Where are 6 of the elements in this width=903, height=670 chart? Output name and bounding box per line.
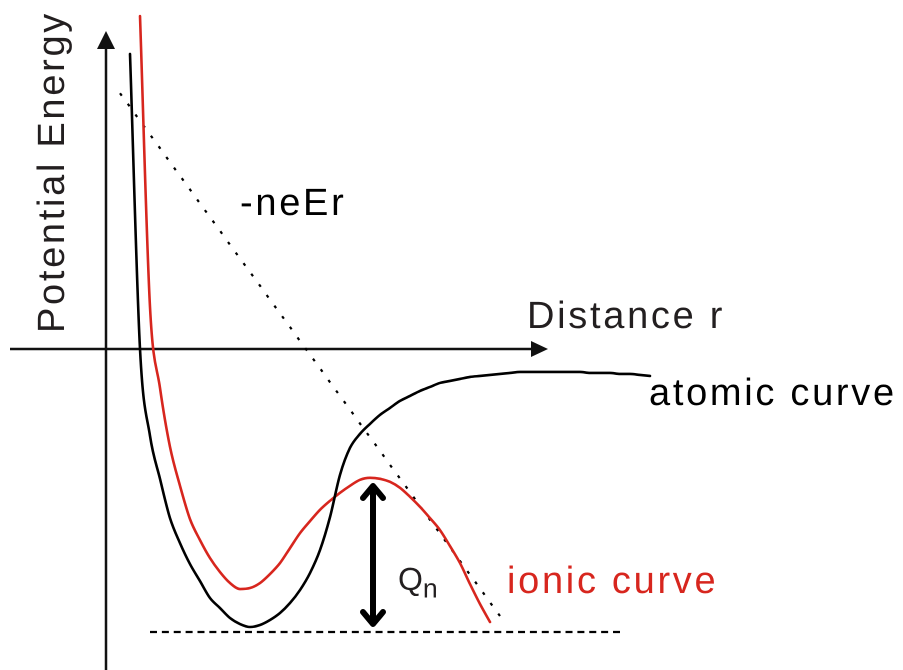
series-label: ionic curve: [507, 560, 718, 602]
x-axis-title: Distance r: [527, 295, 726, 337]
series-label: atomic curve: [649, 372, 897, 414]
series-label: -neEr: [240, 182, 346, 224]
y-axis-title: Potential Energy: [31, 11, 73, 334]
annotation: Q$_{n}$: [398, 561, 438, 604]
